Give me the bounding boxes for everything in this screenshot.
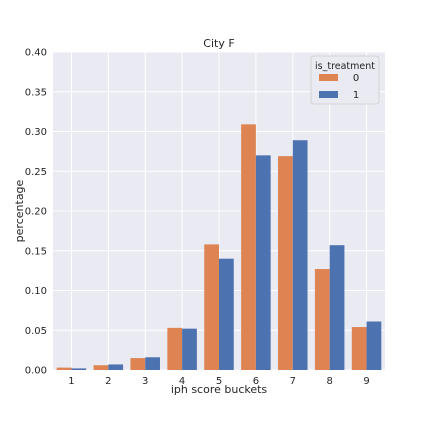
legend-title: is_treatment [315, 61, 375, 72]
y-tick-label: 0.00 [25, 366, 47, 377]
x-tick-label: 5 [216, 376, 222, 387]
chart-title: City F [203, 37, 234, 50]
x-tick-label: 7 [290, 376, 296, 387]
bar-series-1-1 [71, 368, 87, 370]
y-tick-label: 0.30 [25, 127, 47, 138]
x-tick-label: 6 [253, 376, 259, 387]
bar-series-0-4 [167, 327, 183, 370]
bar-series-0-1 [56, 367, 72, 370]
bar-series-1-5 [219, 258, 234, 370]
y-tick-label: 0.35 [25, 87, 47, 98]
bars [56, 124, 382, 370]
bar-series-1-6 [255, 155, 271, 370]
legend: is_treatment 0 1 [310, 55, 380, 105]
x-tick-labels: 1 2 3 4 5 6 7 8 9 [68, 376, 369, 387]
legend-swatch-1 [319, 91, 338, 98]
bar-series-0-5 [204, 244, 219, 370]
bar-series-1-2 [108, 364, 124, 370]
bar-series-0-9 [351, 327, 367, 370]
y-tick-labels: 0.00 0.05 0.10 0.15 0.20 0.25 0.30 0.35 0.40 [25, 48, 47, 377]
bar-series-0-3 [130, 358, 146, 370]
bar-series-1-8 [329, 245, 345, 370]
bar-series-0-7 [278, 156, 293, 370]
legend-swatch-0 [319, 74, 338, 81]
x-tick-label: 4 [179, 376, 185, 387]
bar-series-1-9 [366, 321, 382, 370]
bar-series-0-2 [93, 365, 109, 370]
x-tick-label: 3 [142, 376, 148, 387]
y-tick-label: 0.25 [25, 167, 47, 178]
y-tick-label: 0.15 [25, 246, 47, 257]
bar-series-0-8 [314, 269, 330, 370]
bar-series-1-7 [292, 140, 308, 370]
x-tick-label: 2 [105, 376, 111, 387]
x-axis-label: iph score buckets [171, 383, 268, 396]
legend-label-1: 1 [353, 90, 359, 101]
y-tick-label: 0.40 [25, 48, 47, 59]
y-axis-label: percentage [13, 179, 26, 242]
bar-series-0-6 [241, 124, 256, 370]
y-tick-label: 0.10 [25, 286, 47, 297]
legend-label-0: 0 [353, 73, 359, 84]
bar-series-1-4 [182, 328, 197, 370]
y-tick-label: 0.05 [25, 326, 47, 337]
x-tick-label: 9 [363, 376, 369, 387]
y-tick-label: 0.20 [25, 207, 47, 218]
bar-series-1-3 [145, 357, 160, 370]
x-tick-label: 1 [68, 376, 74, 387]
x-tick-label: 8 [326, 376, 332, 387]
